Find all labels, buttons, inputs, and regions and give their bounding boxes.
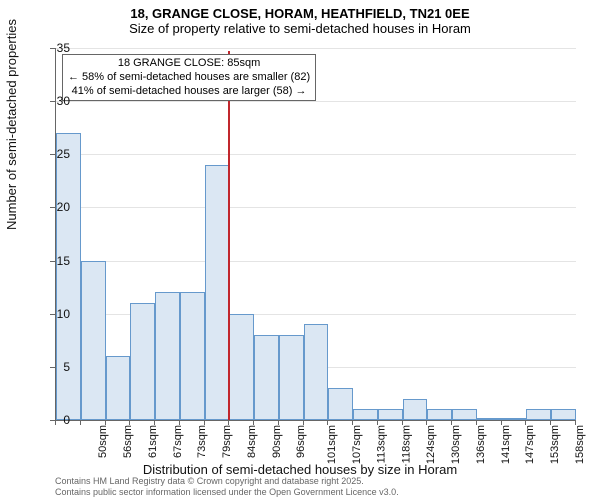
xtick-mark — [501, 420, 502, 425]
page-title: 18, GRANGE CLOSE, HORAM, HEATHFIELD, TN2… — [0, 0, 600, 21]
xtick-label: 158sqm — [574, 425, 586, 464]
xtick-label: 141sqm — [500, 425, 512, 464]
ytick-label: 20 — [40, 200, 70, 214]
xtick-label: 101sqm — [326, 425, 338, 464]
xtick-mark — [179, 420, 180, 425]
xtick-mark — [154, 420, 155, 425]
histogram-bar — [180, 292, 205, 420]
attribution-footer: Contains HM Land Registry data © Crown c… — [55, 476, 399, 498]
xtick-mark — [426, 420, 427, 425]
xtick-mark — [80, 420, 81, 425]
histogram-bar — [304, 324, 329, 420]
xtick-mark — [550, 420, 551, 425]
histogram-bar — [551, 409, 576, 420]
annotation-line3: 41% of semi-detached houses are larger (… — [68, 85, 310, 99]
xtick-mark — [55, 420, 56, 425]
page-subtitle: Size of property relative to semi-detach… — [0, 21, 600, 40]
xtick-mark — [253, 420, 254, 425]
xtick-label: 84sqm — [246, 425, 258, 458]
xtick-mark — [352, 420, 353, 425]
xtick-label: 147sqm — [524, 425, 536, 464]
xtick-mark — [278, 420, 279, 425]
footer-line1: Contains HM Land Registry data © Crown c… — [55, 476, 399, 487]
xtick-mark — [402, 420, 403, 425]
y-axis-label: Number of semi-detached properties — [4, 19, 19, 230]
ytick-mark — [50, 48, 55, 49]
ytick-label: 15 — [40, 254, 70, 268]
ytick-mark — [50, 367, 55, 368]
xtick-mark — [377, 420, 378, 425]
xtick-mark — [451, 420, 452, 425]
ytick-mark — [50, 207, 55, 208]
x-axis-label: Distribution of semi-detached houses by … — [0, 462, 600, 477]
histogram-bar — [56, 133, 81, 420]
histogram-bar — [403, 399, 428, 420]
gridline — [56, 101, 576, 102]
xtick-mark — [476, 420, 477, 425]
xtick-mark — [575, 420, 576, 425]
xtick-label: 61sqm — [147, 425, 159, 458]
xtick-label: 50sqm — [97, 425, 109, 458]
ytick-label: 30 — [40, 94, 70, 108]
histogram-bar — [378, 409, 403, 420]
histogram-plot — [55, 48, 576, 421]
histogram-bar — [155, 292, 180, 420]
ytick-label: 10 — [40, 307, 70, 321]
xtick-mark — [327, 420, 328, 425]
histogram-bar — [229, 314, 254, 420]
ytick-mark — [50, 154, 55, 155]
histogram-bar — [427, 409, 452, 420]
histogram-bar — [477, 418, 502, 420]
xtick-mark — [303, 420, 304, 425]
histogram-bar — [205, 165, 230, 420]
ytick-mark — [50, 261, 55, 262]
histogram-bar — [130, 303, 155, 420]
ytick-label: 5 — [40, 360, 70, 374]
annotation-line2: ← 58% of semi-detached houses are smalle… — [68, 71, 310, 85]
xtick-label: 90sqm — [271, 425, 283, 458]
histogram-bar — [106, 356, 131, 420]
gridline — [56, 261, 576, 262]
xtick-label: 67sqm — [172, 425, 184, 458]
xtick-mark — [105, 420, 106, 425]
annotation-box: 18 GRANGE CLOSE: 85sqm ← 58% of semi-det… — [62, 54, 316, 101]
xtick-label: 107sqm — [351, 425, 363, 464]
xtick-label: 79sqm — [221, 425, 233, 458]
xtick-mark — [129, 420, 130, 425]
ytick-label: 25 — [40, 147, 70, 161]
histogram-bar — [526, 409, 551, 420]
xtick-mark — [228, 420, 229, 425]
gridline — [56, 154, 576, 155]
histogram-bar — [452, 409, 477, 420]
gridline — [56, 207, 576, 208]
histogram-bar — [502, 418, 527, 420]
xtick-label: 153sqm — [549, 425, 561, 464]
annotation-line1: 18 GRANGE CLOSE: 85sqm — [68, 57, 310, 71]
chart-container: 18, GRANGE CLOSE, HORAM, HEATHFIELD, TN2… — [0, 0, 600, 500]
ytick-mark — [50, 314, 55, 315]
xtick-label: 118sqm — [400, 425, 412, 463]
xtick-label: 136sqm — [475, 425, 487, 464]
xtick-label: 96sqm — [296, 425, 308, 458]
histogram-bar — [81, 261, 106, 420]
xtick-label: 124sqm — [425, 425, 437, 464]
xtick-mark — [525, 420, 526, 425]
histogram-bar — [353, 409, 378, 420]
histogram-bar — [279, 335, 304, 420]
marker-line — [228, 51, 230, 420]
ytick-mark — [50, 101, 55, 102]
xtick-label: 73sqm — [196, 425, 208, 458]
ytick-label: 35 — [40, 41, 70, 55]
xtick-label: 56sqm — [122, 425, 134, 458]
xtick-mark — [204, 420, 205, 425]
xtick-label: 113sqm — [375, 425, 387, 463]
xtick-label: 130sqm — [450, 425, 462, 464]
footer-line2: Contains public sector information licen… — [55, 487, 399, 498]
histogram-bar — [254, 335, 279, 420]
histogram-bar — [328, 388, 353, 420]
gridline — [56, 48, 576, 49]
